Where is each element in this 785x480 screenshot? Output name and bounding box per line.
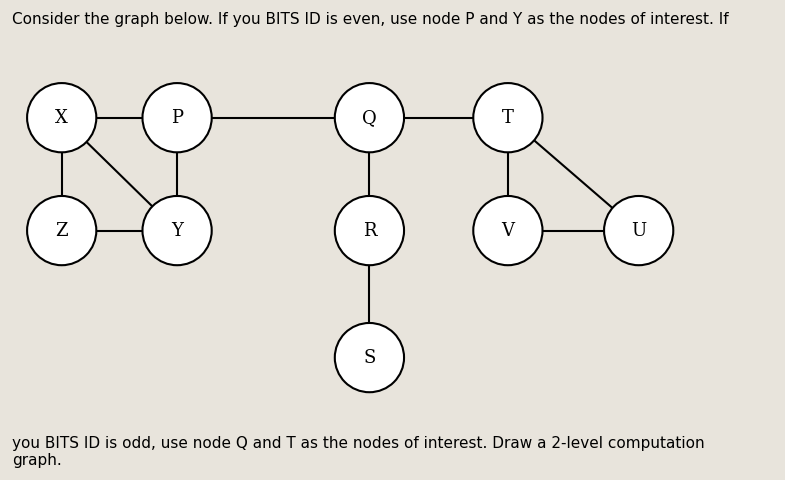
Text: you BITS ID is odd, use node Q and T as the nodes of interest. Draw a 2-level co: you BITS ID is odd, use node Q and T as …: [12, 436, 704, 468]
Text: R: R: [363, 222, 376, 240]
Text: X: X: [55, 108, 68, 127]
Text: Q: Q: [362, 108, 377, 127]
Text: V: V: [502, 222, 514, 240]
Text: T: T: [502, 108, 514, 127]
Text: P: P: [171, 108, 183, 127]
Text: Consider the graph below. If you BITS ID is even, use node P and Y as the nodes : Consider the graph below. If you BITS ID…: [12, 12, 728, 27]
Ellipse shape: [473, 196, 542, 265]
Ellipse shape: [142, 196, 212, 265]
Ellipse shape: [142, 83, 212, 152]
Text: S: S: [363, 348, 375, 367]
Ellipse shape: [473, 83, 542, 152]
Text: Z: Z: [56, 222, 68, 240]
Text: Y: Y: [171, 222, 183, 240]
Ellipse shape: [334, 323, 404, 392]
Ellipse shape: [334, 196, 404, 265]
Ellipse shape: [27, 83, 97, 152]
Ellipse shape: [334, 83, 404, 152]
Ellipse shape: [27, 196, 97, 265]
Ellipse shape: [604, 196, 674, 265]
Text: U: U: [631, 222, 646, 240]
